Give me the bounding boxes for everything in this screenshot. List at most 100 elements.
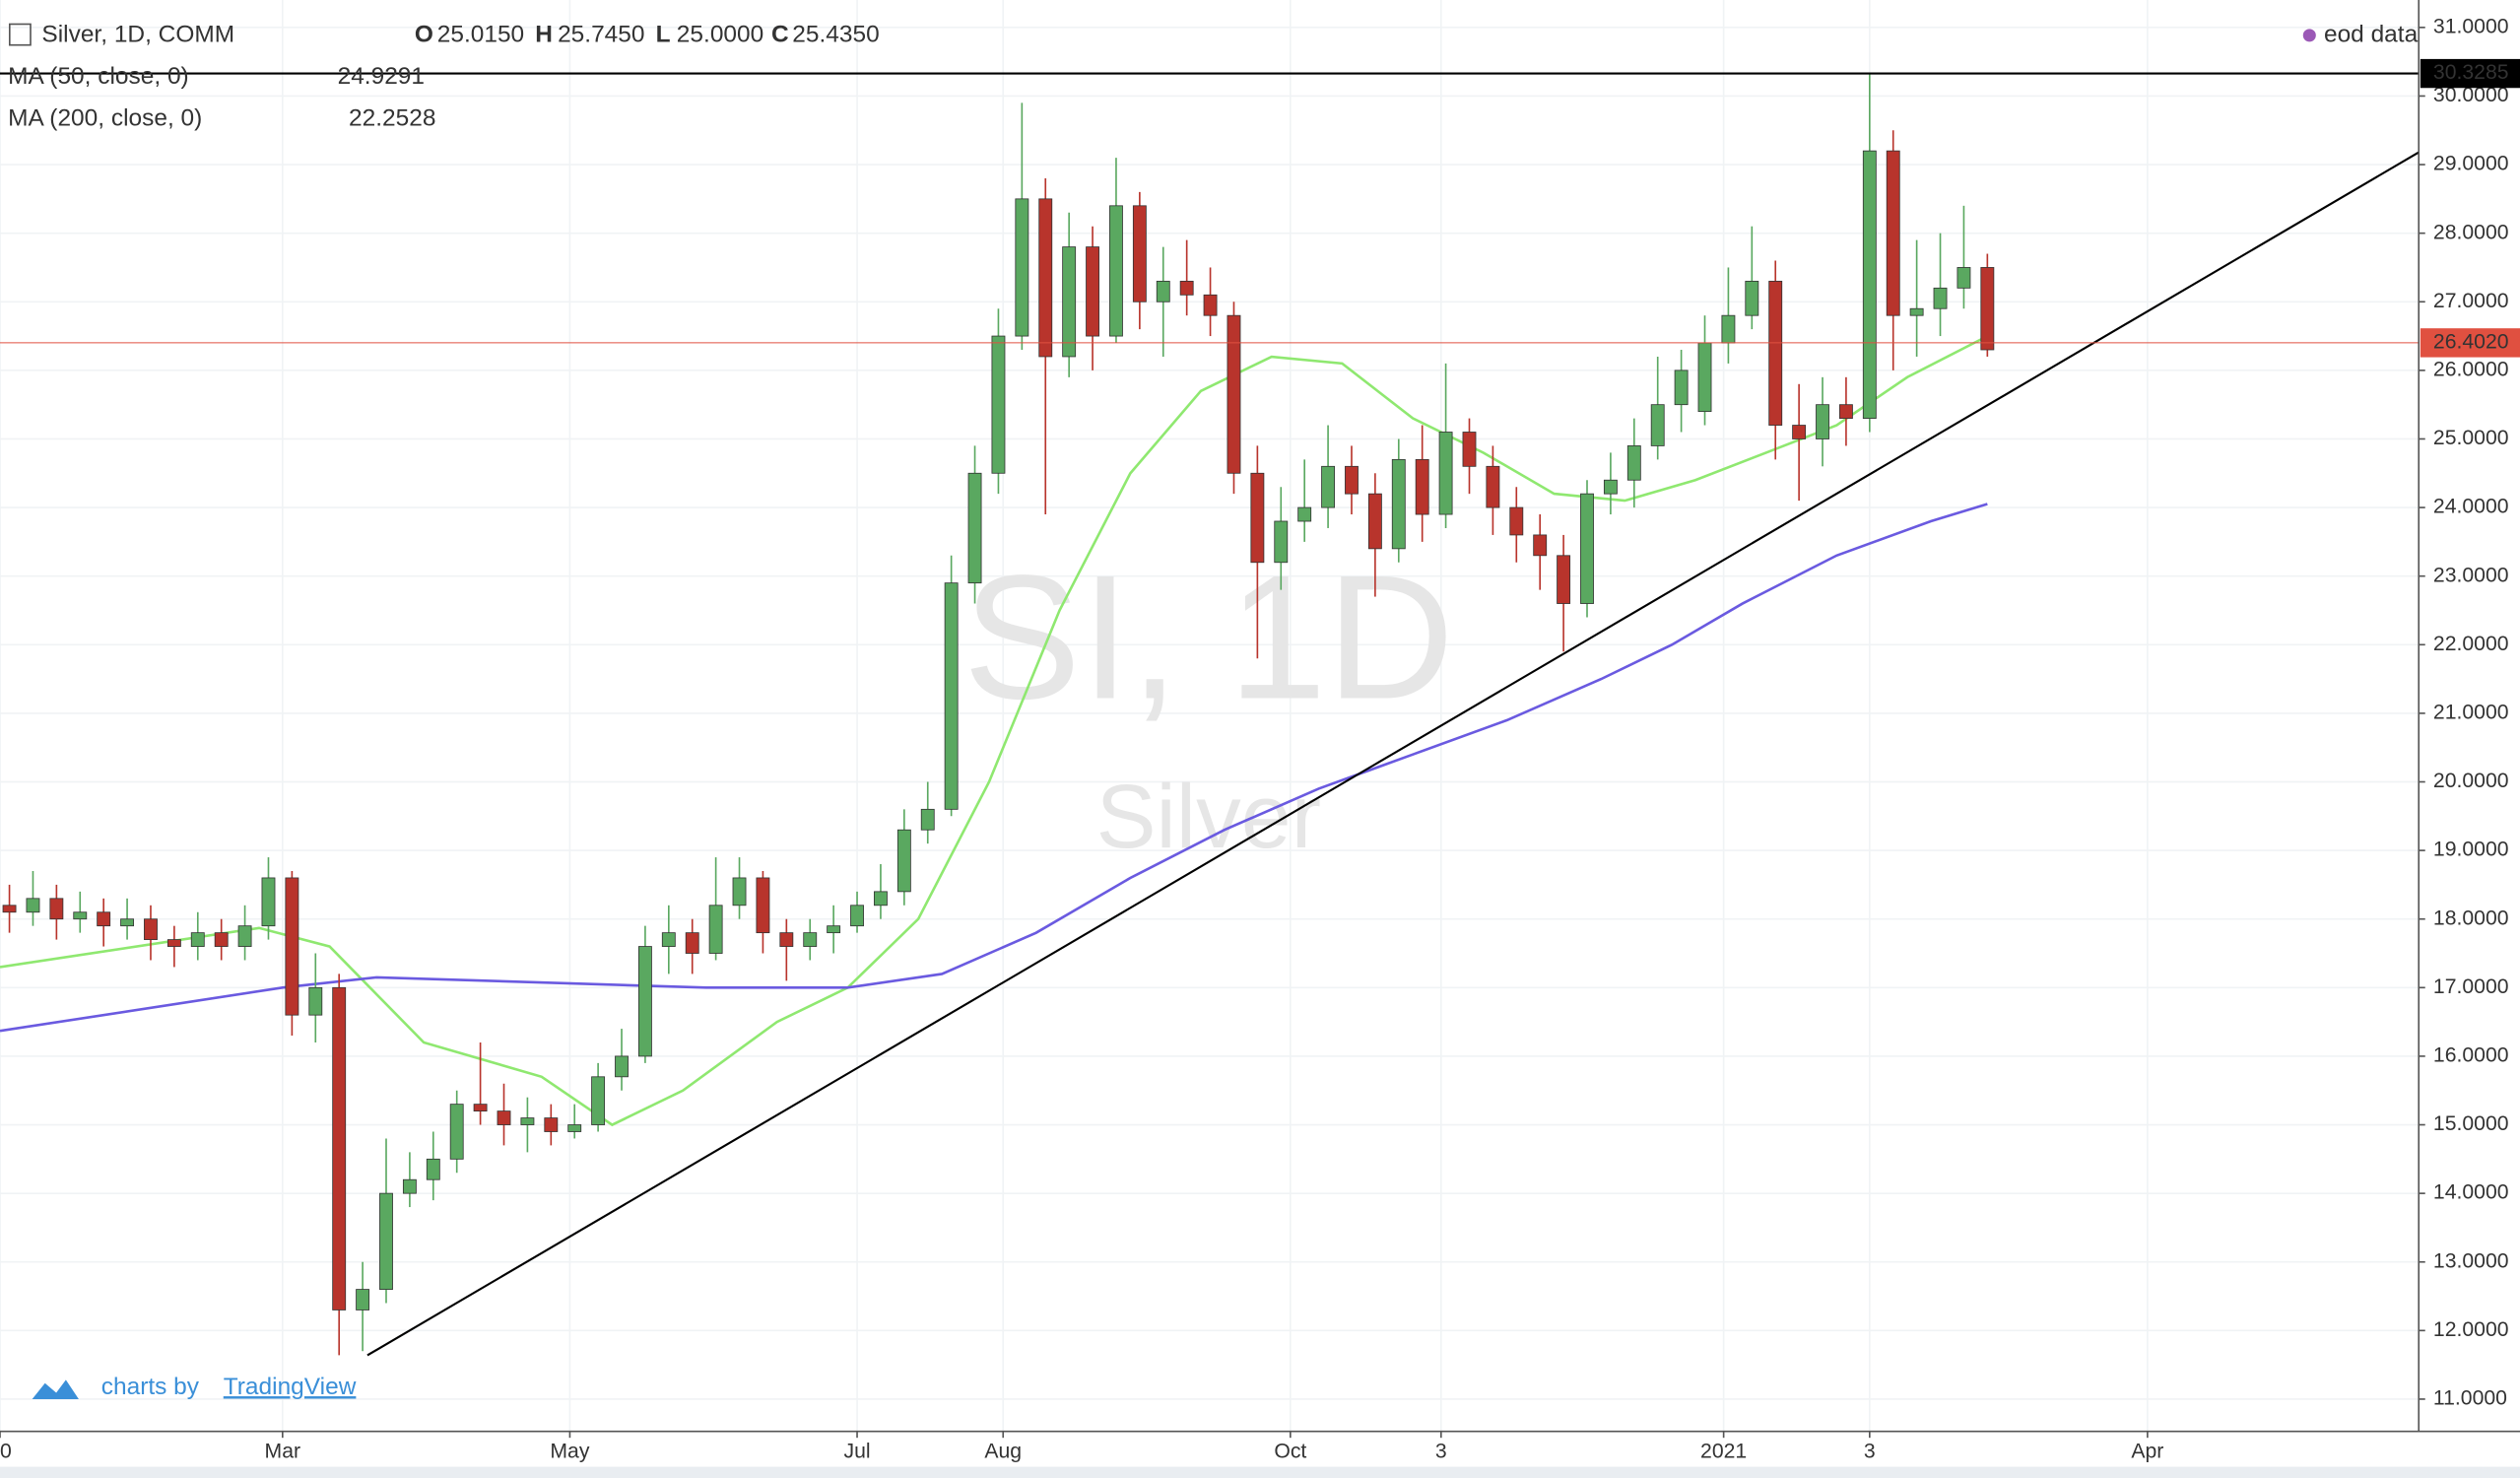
candle-body [1250, 472, 1265, 564]
candle-body [26, 898, 40, 913]
candle-body [426, 1158, 440, 1180]
x-tick-label: 2021 [1700, 1440, 1747, 1462]
ma200-label: MA (200, close, 0) [8, 104, 202, 131]
candle-body [144, 918, 158, 941]
candle-body [1745, 280, 1759, 316]
candle-body [1909, 307, 1924, 316]
y-tick-label: 16.0000 [2433, 1044, 2509, 1067]
candle-body [896, 829, 911, 893]
ma200-value: 22.2528 [349, 104, 435, 131]
y-tick-label: 11.0000 [2433, 1387, 2507, 1410]
y-tick-label: 25.0000 [2433, 427, 2509, 449]
price-label-box [2420, 58, 2520, 89]
candle-body [1015, 198, 1029, 337]
candle-body [827, 925, 841, 934]
candle-body [615, 1055, 629, 1078]
candle-body [1203, 294, 1218, 316]
candle-body [49, 898, 64, 920]
axes: 11.0000 12.0000 13.0000 14.0000 15.0000 16.00… [0, 15, 2520, 1462]
candle-body [1650, 404, 1665, 446]
candle-body [497, 1110, 511, 1125]
candle-body [1980, 267, 1995, 351]
candle-body [1297, 506, 1312, 522]
candle-body [874, 891, 888, 907]
y-tick-label: 29.0000 [2433, 153, 2509, 175]
scrollbar [0, 1466, 2520, 1478]
candle-body [1580, 493, 1594, 604]
y-tick-label: 13.0000 [2433, 1249, 2509, 1272]
candle-body [1132, 205, 1147, 302]
y-tick-label: 21.0000 [2433, 702, 2509, 724]
credit-text: charts by [101, 1374, 200, 1400]
candle-body [520, 1117, 535, 1125]
l-value: 25.0000 [677, 21, 763, 47]
candle-body [214, 932, 229, 947]
candle-body [120, 918, 135, 927]
ma50-value: 24.9291 [338, 63, 425, 90]
candle-body [1227, 314, 1241, 474]
logo [32, 1379, 79, 1400]
source-dot [2302, 29, 2316, 42]
candle-body [1062, 246, 1077, 358]
candle-body [402, 1178, 417, 1194]
x-tick-label: 3 [1864, 1440, 1876, 1462]
candle-body [73, 911, 88, 920]
candle-body [261, 877, 276, 927]
candle-body [379, 1192, 393, 1290]
candle-body [850, 905, 864, 927]
candle-body [1792, 425, 1807, 439]
candle-body [637, 946, 652, 1057]
y-tick-label: 23.0000 [2433, 564, 2509, 586]
o-value: 25.0150 [437, 21, 524, 47]
x-tick-label: Jul [843, 1440, 870, 1462]
candle-body [190, 932, 205, 947]
price-label-box [2420, 328, 2520, 358]
y-tick-label: 20.0000 [2433, 770, 2509, 792]
candle-body [1768, 280, 1783, 426]
candle-body [803, 932, 818, 947]
candle-body [1274, 520, 1289, 564]
symbol: Silver, 1D, COMM [41, 21, 234, 47]
grid [0, 0, 2420, 1432]
price-label: 30.3285 [2433, 61, 2509, 84]
candle-body [1156, 280, 1170, 302]
y-tick-label: 31.0000 [2433, 15, 2509, 37]
candle-body [1533, 534, 1548, 557]
candle-body [1038, 198, 1053, 358]
candle-body [237, 925, 252, 947]
candle-body [991, 335, 1006, 474]
candle-body [1367, 493, 1382, 550]
symbol-icon[interactable] [8, 23, 32, 46]
h-value: 25.7450 [558, 21, 644, 47]
candle-body [732, 877, 747, 907]
watermark: SI, 1D [962, 539, 1454, 736]
candle-body [1557, 555, 1571, 604]
y-tick-label: 17.0000 [2433, 975, 2509, 998]
candle-body [1721, 314, 1736, 344]
plot [0, 72, 2420, 1357]
y-tick-label: 26.0000 [2433, 358, 2509, 380]
source: eod data [2324, 21, 2419, 47]
candle-body [1179, 280, 1194, 296]
candle-body [1697, 342, 1712, 413]
candle-body [1626, 445, 1641, 481]
candle-body [920, 808, 935, 831]
candle-body [1345, 465, 1359, 495]
candle-body [944, 582, 959, 810]
candle-body [1674, 370, 1689, 406]
y-tick-label: 22.0000 [2433, 633, 2509, 655]
trendline [366, 151, 2420, 1357]
candle-body [967, 472, 982, 584]
candle-body [1956, 267, 1971, 289]
credit: charts by TradingView [32, 1374, 357, 1400]
candle-body [449, 1104, 464, 1160]
candle-body [1462, 432, 1477, 467]
brand[interactable]: TradingView [224, 1374, 357, 1400]
candle-body [567, 1124, 582, 1132]
candle-body [544, 1117, 559, 1132]
candle-body [661, 932, 676, 947]
y-tick-label: 14.0000 [2433, 1181, 2509, 1204]
candle-body [685, 932, 699, 954]
x-tick-label: Aug [984, 1440, 1022, 1462]
